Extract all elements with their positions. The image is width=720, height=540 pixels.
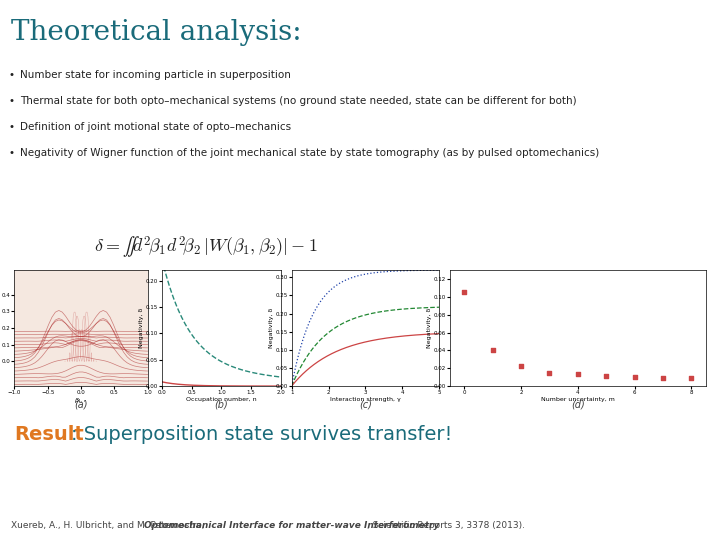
Text: •: • (9, 70, 14, 80)
Y-axis label: Negativity, δ: Negativity, δ (269, 308, 274, 348)
Point (600, 372, 612, 381)
Text: (c): (c) (359, 400, 372, 410)
Point (685, 374, 697, 382)
Point (572, 370, 583, 379)
Text: Number state for incoming particle in superposition: Number state for incoming particle in su… (20, 70, 291, 80)
Point (657, 374, 669, 382)
Text: Theoretical analysis:: Theoretical analysis: (11, 19, 302, 46)
Text: Xuereb, A., H. Ulbricht, and M. Patemostro,: Xuereb, A., H. Ulbricht, and M. Patemost… (11, 521, 207, 530)
Point (459, 288, 470, 296)
Y-axis label: Negativity, δ: Negativity, δ (427, 308, 432, 348)
Text: •: • (9, 96, 14, 106)
X-axis label: $\beta_{1,r}$: $\beta_{1,r}$ (74, 397, 88, 405)
Text: Result: Result (14, 425, 84, 444)
Point (516, 362, 527, 371)
Text: •: • (9, 148, 14, 158)
X-axis label: Occupation number, n: Occupation number, n (186, 397, 257, 402)
Point (487, 346, 498, 355)
Text: : Superposition state survives transfer!: : Superposition state survives transfer! (71, 425, 452, 444)
Y-axis label: Negativity, δ: Negativity, δ (139, 308, 144, 348)
Text: Negativity of Wigner function of the joint mechanical state by state tomography : Negativity of Wigner function of the joi… (20, 148, 600, 158)
Text: (b): (b) (215, 400, 228, 410)
Text: $\delta = \iint\!d^2\!\beta_1 d^2\!\beta_2\,|W(\beta_1,\beta_2)| - 1$: $\delta = \iint\!d^2\!\beta_1 d^2\!\beta… (94, 235, 318, 261)
Text: (a): (a) (74, 400, 88, 410)
Text: , Scientific Reports 3, 3378 (2013).: , Scientific Reports 3, 3378 (2013). (367, 521, 525, 530)
X-axis label: Number uncertainty, m: Number uncertainty, m (541, 397, 615, 402)
Text: Optomechanical Interface for matter-wave Interferometry: Optomechanical Interface for matter-wave… (144, 521, 439, 530)
Text: Definition of joint motional state of opto–mechanics: Definition of joint motional state of op… (20, 122, 292, 132)
Point (629, 373, 640, 381)
Point (544, 368, 555, 377)
Text: •: • (9, 122, 14, 132)
Text: Thermal state for both opto–mechanical systems (no ground state needed, state ca: Thermal state for both opto–mechanical s… (20, 96, 577, 106)
X-axis label: Interaction strength, γ: Interaction strength, γ (330, 397, 401, 402)
Text: (d): (d) (571, 400, 585, 410)
